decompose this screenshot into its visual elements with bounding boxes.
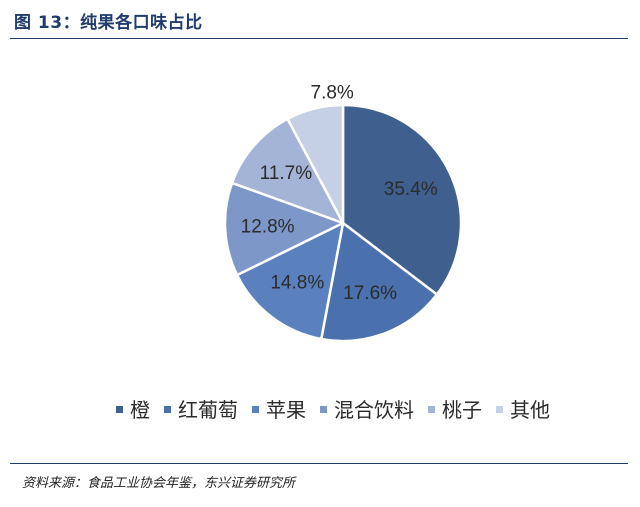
slice-label-4: 12.8%: [241, 217, 295, 238]
slice-label-3: 14.8%: [270, 273, 324, 294]
slice-label-6: 7.8%: [311, 83, 354, 104]
legend-label-1: 橙: [130, 398, 150, 422]
legend-label-4: 混合饮料: [334, 398, 414, 422]
pie-slice-3: [235, 221, 345, 341]
pie-slice-4: [223, 181, 345, 277]
legend-marker-5: [428, 406, 435, 413]
pie-chart: 35.4% 17.6% 14.8% 12.8% 11.7% 7.8% 橙 红葡萄 苹果 混合饮料…: [116, 83, 550, 422]
legend-marker-1: [116, 406, 123, 413]
slice-label-2: 17.6%: [343, 283, 397, 304]
legend-marker-3: [252, 406, 259, 413]
legend-label-2: 红葡萄: [178, 398, 238, 422]
pie-slice-2: [320, 221, 439, 343]
legend-label-6: 其他: [510, 398, 550, 422]
figure-title: 图 13：纯果各口味占比: [14, 13, 203, 33]
legend-label-5: 桃子: [442, 398, 482, 422]
legend-marker-4: [320, 406, 327, 413]
slice-label-5: 11.7%: [260, 163, 313, 184]
source-note: 资料来源：食品工业协会年鉴，东兴证券研究所: [22, 476, 296, 491]
pie-slice-5: [230, 117, 345, 225]
legend-label-3: 苹果: [266, 398, 306, 422]
pie-slice-6: [286, 103, 345, 225]
source-rule: [10, 463, 628, 464]
legend-marker-6: [496, 406, 503, 413]
pie-labels: 35.4% 17.6% 14.8% 12.8% 11.7% 7.8%: [241, 83, 438, 305]
pie-slices: [223, 103, 463, 343]
legend-marker-2: [164, 406, 171, 413]
pie-slice-1: [341, 103, 463, 296]
slice-label-1: 35.4%: [384, 179, 438, 200]
chart-legend: 橙 红葡萄 苹果 混合饮料 桃子 其他: [116, 398, 550, 422]
title-rule: [10, 38, 628, 39]
